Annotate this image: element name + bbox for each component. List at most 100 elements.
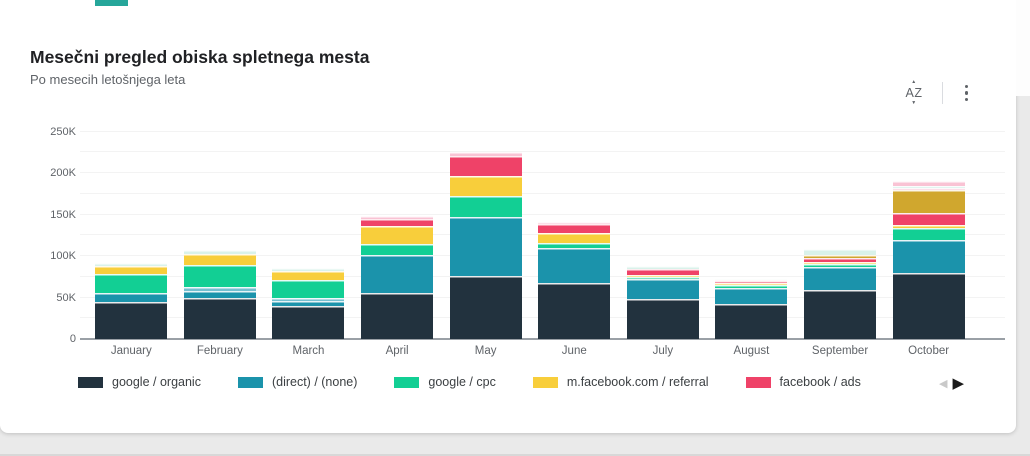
x-tick-label: September [811, 345, 869, 357]
stacked-bar-october[interactable] [892, 180, 965, 339]
bar-segment-ads[interactable] [361, 218, 434, 227]
bar-segment-cpc[interactable] [715, 285, 788, 288]
bar-segment-mint[interactable] [95, 262, 168, 266]
bar-segment-referral[interactable] [95, 265, 168, 275]
stacked-bar-january[interactable] [95, 262, 168, 339]
bar-segment-organic[interactable] [361, 292, 434, 339]
bar-segment-referral[interactable] [272, 270, 345, 281]
bar-segment-lightblue[interactable] [272, 297, 345, 301]
stacked-bar-june[interactable] [538, 222, 611, 339]
bar-segment-ads[interactable] [892, 212, 965, 226]
x-tick-label: August [733, 345, 770, 357]
bar-segment-organic[interactable] [272, 305, 345, 339]
bar-segment-lightpink[interactable] [538, 222, 611, 225]
bar-segment-ads[interactable] [449, 155, 522, 177]
bar-segment-mint[interactable] [626, 266, 699, 270]
bar-segment-lightteal[interactable] [892, 185, 965, 188]
bar-segment-ads[interactable] [626, 269, 699, 276]
bar-segment-ads[interactable] [715, 280, 788, 283]
bar-segment-direct[interactable] [183, 290, 256, 298]
legend-label: google / cpc [428, 375, 496, 389]
bar-segment-referral[interactable] [538, 232, 611, 243]
bar-segment-lightblue[interactable] [183, 286, 256, 291]
bar-segment-mint[interactable] [272, 267, 345, 271]
bar-segment-organic[interactable] [715, 304, 788, 339]
bar-segment-direct[interactable] [449, 217, 522, 276]
sort-az-icon[interactable]: ▲ AZ ▼ [903, 80, 926, 106]
bar-segment-referral[interactable] [892, 225, 965, 228]
more-vert-icon[interactable] [959, 81, 975, 106]
sort-up-arrow-icon: ▲ [911, 79, 917, 85]
legend-next-icon[interactable]: ▶ [952, 375, 964, 392]
bar-segment-direct[interactable] [626, 279, 699, 300]
bar-segment-gold[interactable] [804, 255, 877, 258]
bar-segment-mint[interactable] [804, 248, 877, 256]
legend-item[interactable]: facebook / ads [745, 375, 861, 389]
bar-slot [796, 131, 885, 339]
legend-swatch [237, 376, 263, 388]
stacked-bar-august[interactable] [715, 279, 788, 339]
bar-segment-mint[interactable] [183, 250, 256, 255]
bar-slot [87, 131, 176, 339]
bar-slot [441, 131, 530, 339]
stacked-bar-april[interactable] [361, 216, 434, 339]
bar-segment-organic[interactable] [538, 283, 611, 339]
bar-segment-organic[interactable] [804, 290, 877, 339]
bar-segment-cpc[interactable] [449, 196, 522, 217]
bar-segment-cpc[interactable] [183, 265, 256, 287]
bar-segment-cpc[interactable] [95, 274, 168, 293]
bar-segment-mint[interactable] [715, 279, 788, 281]
legend-prev-icon[interactable]: ◀ [938, 377, 948, 390]
bar-segment-lightpink[interactable] [715, 280, 788, 281]
legend-item[interactable]: m.facebook.com / referral [532, 375, 709, 389]
bar-segment-direct[interactable] [272, 300, 345, 306]
bar-segment-direct[interactable] [892, 240, 965, 273]
x-tick-label: February [196, 345, 243, 357]
bar-segment-ads[interactable] [804, 257, 877, 262]
stacked-bar-february[interactable] [183, 250, 256, 339]
bar-segment-direct[interactable] [804, 266, 877, 291]
bar-segment-referral[interactable] [715, 282, 788, 286]
bar-segment-cpc[interactable] [804, 264, 877, 267]
bar-slot [353, 131, 442, 339]
bar-slot [176, 131, 265, 339]
bar-segment-lightpink[interactable] [449, 152, 522, 156]
bar-segment-lightpink[interactable] [892, 188, 965, 191]
bar-segment-direct[interactable] [538, 247, 611, 284]
bar-segment-referral[interactable] [626, 275, 699, 277]
bar-segment-organic[interactable] [626, 299, 699, 339]
stacked-bar-july[interactable] [626, 266, 699, 339]
x-tick-label: October [908, 345, 950, 357]
bar-segment-organic[interactable] [892, 272, 965, 339]
bar-segment-gold[interactable] [892, 190, 965, 213]
bar-segment-ads[interactable] [538, 224, 611, 233]
bar-segment-referral[interactable] [449, 176, 522, 197]
bar-segment-lightpink[interactable] [361, 216, 434, 219]
bar-segment-referral[interactable] [361, 226, 434, 244]
bar-segment-organic[interactable] [95, 301, 168, 339]
stacked-bar-may[interactable] [449, 152, 522, 339]
bar-segment-cpc[interactable] [361, 243, 434, 256]
bar-segment-cpc[interactable] [626, 276, 699, 280]
legend-item[interactable]: google / organic [78, 375, 201, 389]
bar-segment-organic[interactable] [449, 275, 522, 339]
legend-label: m.facebook.com / referral [566, 375, 709, 389]
legend-item[interactable]: (direct) / (none) [237, 375, 357, 389]
stacked-bar-march[interactable] [272, 267, 345, 339]
bar-segment-referral[interactable] [804, 261, 877, 265]
bar-segment-lightpink[interactable] [892, 180, 965, 186]
legend-item[interactable]: google / cpc [394, 375, 496, 389]
toolbar-divider [941, 82, 943, 104]
bar-segment-organic[interactable] [183, 297, 256, 339]
bar-segment-direct[interactable] [95, 292, 168, 302]
bar-segment-cpc[interactable] [272, 280, 345, 298]
y-tick-label: 150K [50, 208, 76, 221]
bar-segment-direct[interactable] [361, 255, 434, 293]
bar-segment-cpc[interactable] [892, 227, 965, 241]
stacked-bar-september[interactable] [804, 248, 877, 339]
bar-segment-direct[interactable] [715, 287, 788, 305]
bar-segment-referral[interactable] [183, 254, 256, 266]
page-top-right-area [1016, 0, 1030, 96]
bar-segment-cpc[interactable] [538, 242, 611, 248]
